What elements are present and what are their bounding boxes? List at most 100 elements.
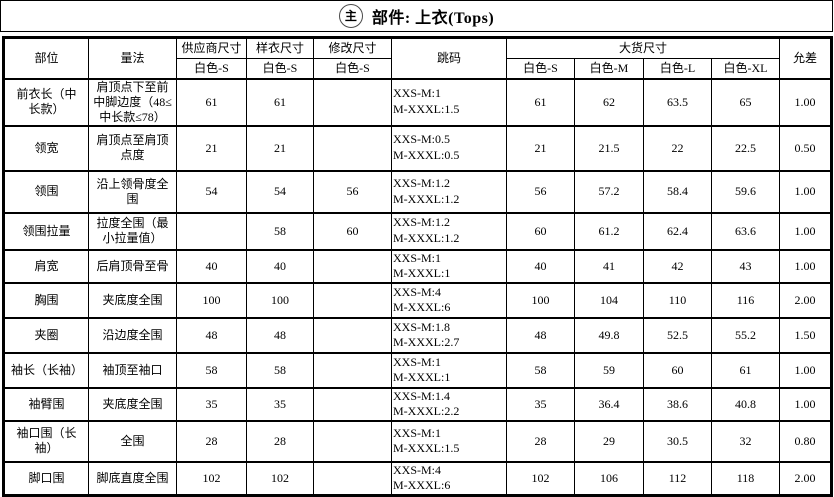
cell-size-xl: 116 bbox=[710, 281, 781, 319]
cell-method: 全围 bbox=[88, 419, 177, 463]
cell-size-m: 59 bbox=[574, 351, 644, 389]
cell-modified: 56 bbox=[313, 169, 392, 214]
cell-tolerance: 1.00 bbox=[779, 211, 833, 251]
header-supplier-size: 供应商尺寸 bbox=[176, 37, 247, 59]
header-bulk-l: 白色-L bbox=[643, 58, 712, 79]
jump-line-1: XXS-M:4 bbox=[393, 462, 442, 477]
cell-modified bbox=[313, 316, 392, 354]
cell-size-xl: 22.5 bbox=[710, 124, 781, 172]
cell-supplier: 100 bbox=[176, 281, 247, 319]
cell-jump: XXS-M:0.5 M-XXXL:0.5 bbox=[391, 124, 507, 172]
jump-line-2: M-XXXL:0.5 bbox=[393, 148, 460, 162]
cell-size-xl: 43 bbox=[710, 248, 781, 284]
cell-size-m: 104 bbox=[574, 281, 644, 319]
jump-line-1: XXS-M:1 bbox=[393, 250, 442, 265]
jump-line-1: XXS-M:1 bbox=[393, 425, 442, 440]
cell-size-s: 61 bbox=[506, 77, 575, 127]
cell-size-xl: 32 bbox=[710, 419, 781, 463]
cell-part: 袖口围（长袖） bbox=[3, 419, 89, 463]
cell-jump: XXS-M:1.2 M-XXXL:1.2 bbox=[391, 211, 507, 251]
cell-size-m: 41 bbox=[574, 248, 644, 284]
cell-size-s: 100 bbox=[506, 281, 575, 319]
cell-part: 胸围 bbox=[3, 281, 89, 319]
cell-sample: 58 bbox=[246, 211, 314, 251]
header-bulk-m: 白色-M bbox=[574, 58, 644, 79]
spec-table: 部位 量法 供应商尺寸 样衣尺寸 修改尺寸 跳码 大货尺寸 允差 白色-S 白色… bbox=[2, 36, 834, 497]
cell-jump: XXS-M:1.8 M-XXXL:2.7 bbox=[391, 316, 507, 354]
table-row: 胸围 夹底度全围 100 100 XXS-M:4 M-XXXL:6 100 10… bbox=[3, 281, 833, 319]
cell-size-m: 49.8 bbox=[574, 316, 644, 354]
jump-line-2: M-XXXL:6 bbox=[393, 300, 451, 315]
cell-modified bbox=[313, 460, 392, 497]
cell-method: 脚底直度全围 bbox=[88, 460, 177, 497]
cell-size-l: 42 bbox=[643, 248, 712, 284]
cell-supplier: 54 bbox=[176, 169, 247, 214]
cell-size-m: 29 bbox=[574, 419, 644, 463]
table-row: 袖臂围 夹底度全围 35 35 XXS-M:1.4 M-XXXL:2.2 35 … bbox=[3, 386, 833, 422]
table-row: 领宽 肩顶点至肩顶点度 21 21 XXS-M:0.5 M-XXXL:0.5 2… bbox=[3, 124, 833, 172]
jump-line-2: M-XXXL:1.2 bbox=[393, 231, 460, 245]
cell-size-m: 106 bbox=[574, 460, 644, 497]
cell-part: 领围拉量 bbox=[3, 211, 89, 251]
cell-tolerance: 2.00 bbox=[779, 281, 833, 319]
title-bar: 主 部件: 上衣(Tops) bbox=[0, 0, 833, 32]
header-sample-colorway: 白色-S bbox=[246, 58, 314, 79]
cell-modified bbox=[313, 351, 392, 389]
jump-line-2: M-XXXL:1 bbox=[393, 266, 451, 281]
cell-size-s: 56 bbox=[506, 169, 575, 214]
cell-size-s: 48 bbox=[506, 316, 575, 354]
cell-sample: 61 bbox=[246, 77, 314, 127]
jump-line-2: M-XXXL:6 bbox=[393, 478, 451, 493]
cell-sample: 28 bbox=[246, 419, 314, 463]
cell-tolerance: 1.00 bbox=[779, 248, 833, 284]
cell-sample: 58 bbox=[246, 351, 314, 389]
cell-sample: 21 bbox=[246, 124, 314, 172]
jump-line-1: XXS-M:0.5 bbox=[393, 132, 451, 147]
cell-size-xl: 61 bbox=[710, 351, 781, 389]
cell-tolerance: 1.00 bbox=[779, 351, 833, 389]
cell-modified bbox=[313, 77, 392, 127]
header-bulk-s: 白色-S bbox=[506, 58, 575, 79]
header-modify-size: 修改尺寸 bbox=[313, 37, 392, 59]
cell-supplier: 28 bbox=[176, 419, 247, 463]
table-row: 袖长（长袖） 袖顶至袖口 58 58 XXS-M:1 M-XXXL:1 58 5… bbox=[3, 351, 833, 389]
cell-sample: 35 bbox=[246, 386, 314, 422]
cell-size-s: 60 bbox=[506, 211, 575, 251]
cell-supplier: 48 bbox=[176, 316, 247, 354]
cell-sample: 54 bbox=[246, 169, 314, 214]
cell-part: 脚口围 bbox=[3, 460, 89, 497]
cell-sample: 102 bbox=[246, 460, 314, 497]
cell-size-l: 38.6 bbox=[643, 386, 712, 422]
cell-size-l: 30.5 bbox=[643, 419, 712, 463]
cell-size-l: 62.4 bbox=[643, 211, 712, 251]
jump-line-1: XXS-M:1.4 bbox=[393, 388, 451, 403]
jump-line-1: XXS-M:1.8 bbox=[393, 319, 451, 334]
cell-supplier: 40 bbox=[176, 248, 247, 284]
cell-method: 肩顶点至肩顶点度 bbox=[88, 124, 177, 172]
cell-size-xl: 63.6 bbox=[710, 211, 781, 251]
cell-tolerance: 2.00 bbox=[779, 460, 833, 497]
cell-size-s: 102 bbox=[506, 460, 575, 497]
cell-method: 沿上领骨度全围 bbox=[88, 169, 177, 214]
jump-line-2: M-XXXL:1 bbox=[393, 370, 451, 385]
header-supplier-colorway: 白色-S bbox=[176, 58, 247, 79]
cell-jump: XXS-M:4 M-XXXL:6 bbox=[391, 281, 507, 319]
cell-modified bbox=[313, 386, 392, 422]
cell-size-l: 110 bbox=[643, 281, 712, 319]
cell-size-xl: 40.8 bbox=[710, 386, 781, 422]
cell-part: 袖臂围 bbox=[3, 386, 89, 422]
header-jump: 跳码 bbox=[391, 37, 507, 79]
cell-sample: 100 bbox=[246, 281, 314, 319]
cell-size-s: 21 bbox=[506, 124, 575, 172]
cell-jump: XXS-M:1 M-XXXL:1.5 bbox=[391, 419, 507, 463]
cell-method: 夹底度全围 bbox=[88, 281, 177, 319]
cell-method: 袖顶至袖口 bbox=[88, 351, 177, 389]
cell-modified: 60 bbox=[313, 211, 392, 251]
jump-line-1: XXS-M:1.2 bbox=[393, 215, 451, 230]
header-tolerance: 允差 bbox=[779, 37, 833, 79]
cell-size-m: 57.2 bbox=[574, 169, 644, 214]
header-sample-size: 样衣尺寸 bbox=[246, 37, 314, 59]
jump-line-2: M-XXXL:1.2 bbox=[393, 191, 460, 206]
cell-size-xl: 118 bbox=[710, 460, 781, 497]
cell-jump: XXS-M:1 M-XXXL:1.5 bbox=[391, 77, 507, 127]
